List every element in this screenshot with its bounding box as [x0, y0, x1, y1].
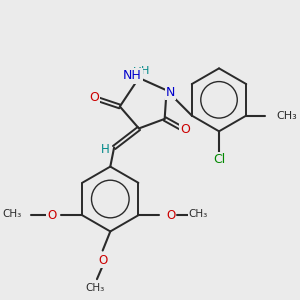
Text: O: O [89, 92, 99, 104]
Text: O: O [98, 254, 107, 267]
Text: H: H [101, 143, 110, 156]
Text: CH₃: CH₃ [2, 209, 21, 219]
Text: O: O [180, 123, 190, 136]
Text: H: H [133, 66, 141, 79]
Text: NH: NH [123, 68, 142, 82]
Text: CH₃: CH₃ [189, 209, 208, 219]
Text: H: H [140, 66, 149, 76]
Text: H: H [132, 70, 140, 83]
Text: CH₃: CH₃ [277, 111, 298, 121]
Text: CH₃: CH₃ [85, 283, 105, 293]
Text: O: O [166, 209, 176, 222]
Text: N: N [166, 86, 175, 99]
Text: Cl: Cl [213, 153, 225, 167]
Text: O: O [47, 209, 56, 222]
